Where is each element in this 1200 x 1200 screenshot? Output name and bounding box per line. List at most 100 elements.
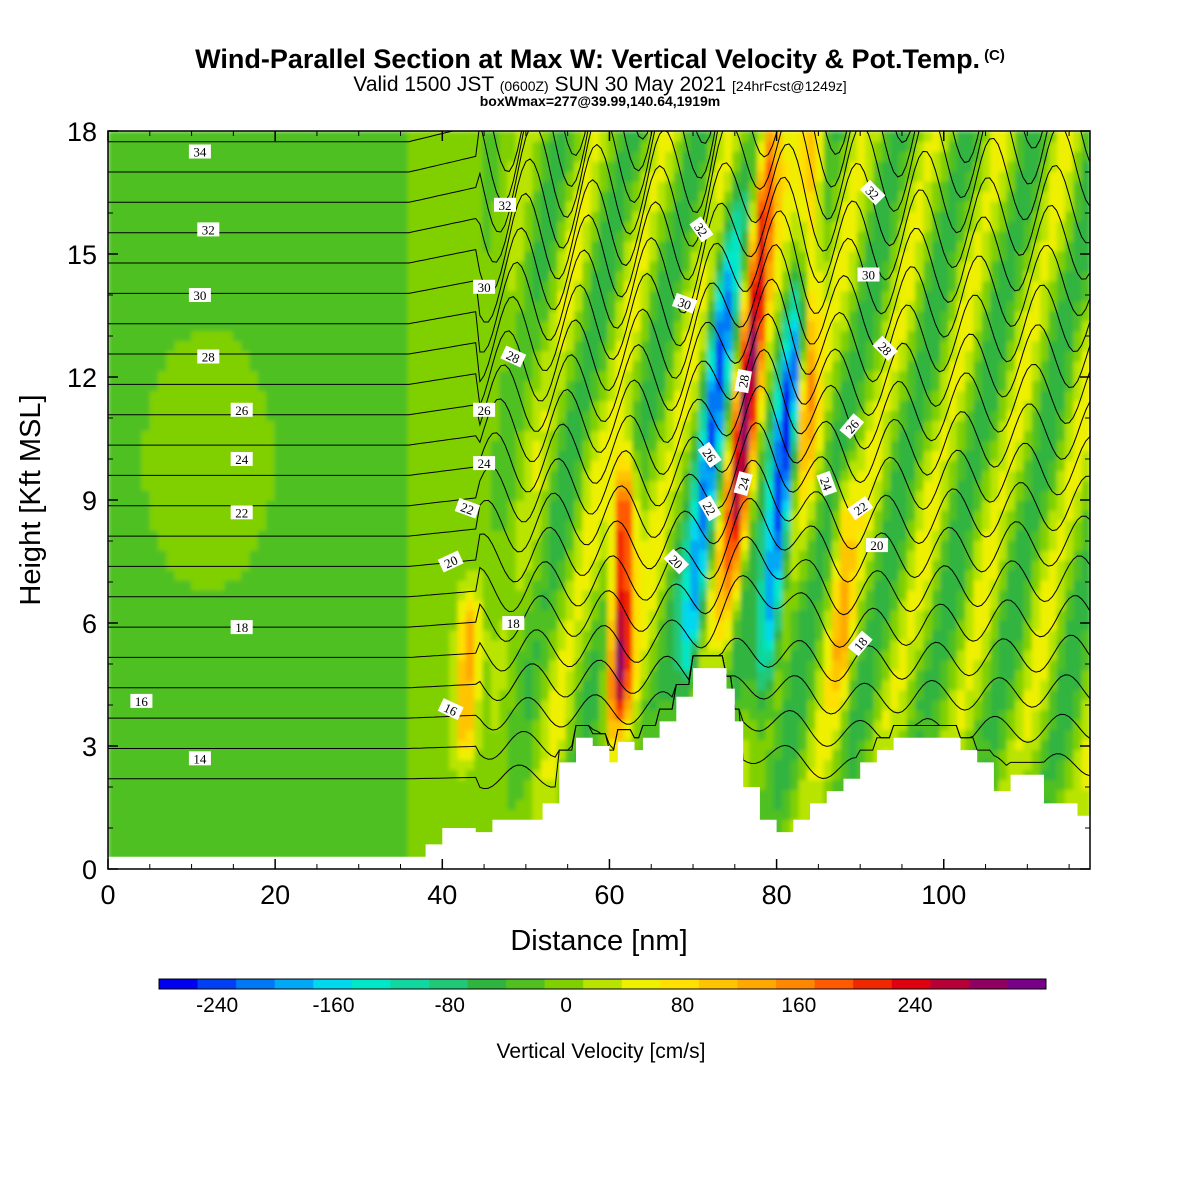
valid-time: Valid 1500 JST: [353, 73, 494, 96]
contour-label: 26: [473, 402, 496, 418]
box-wmax-line: boxWmax=277@39.99,140.64,1919m: [479, 93, 721, 109]
contour-label-text: 18: [235, 620, 248, 635]
valid-date: SUN 30 May 2021: [554, 73, 727, 96]
colorbar-swatch: [660, 979, 700, 989]
x-tick-label: 100: [921, 880, 966, 910]
theta-contour-line: [108, 313, 1090, 462]
colorbar-swatch: [853, 979, 893, 989]
chart-title: Wind-Parallel Section at Max W: Vertical…: [0, 44, 1200, 75]
theta-contour-line: [108, 131, 1090, 323]
contour-label: 22: [454, 497, 481, 519]
contour-label: 18: [502, 616, 525, 631]
theta-contour-line: [108, 459, 1090, 583]
contour-label: 28: [500, 345, 527, 368]
colorbar-swatch: [621, 979, 661, 989]
copyright-mark: (C): [984, 47, 1005, 64]
colorbar-swatch: [274, 979, 314, 989]
theta-contour-line: [108, 655, 1090, 790]
contour-label-text: 28: [735, 373, 752, 388]
colorbar-swatch: [390, 979, 430, 989]
contour-label-text: 24: [478, 456, 492, 471]
x-tick-label: 40: [427, 880, 457, 910]
chart-title-text: Wind-Parallel Section at Max W: Vertical…: [195, 44, 981, 74]
colorbar-swatch: [313, 979, 353, 989]
colorbar-tick-label: 0: [560, 994, 572, 1017]
theta-contour-line: [108, 422, 1090, 553]
plot-area: [108, 131, 1090, 869]
contour-label: 22: [230, 505, 253, 520]
contour-label-text: 22: [700, 499, 719, 518]
contour-label: 32: [197, 222, 220, 237]
contour-label-text: 28: [504, 347, 522, 366]
contour-label: 18: [230, 620, 253, 635]
y-tick-label: 0: [82, 855, 97, 885]
theta-contour-line: [108, 131, 712, 203]
contour-label: 30: [188, 288, 211, 303]
theta-contour-line: [108, 385, 1090, 523]
colorbar-swatch: [583, 979, 623, 989]
contour-label: 24: [733, 471, 753, 497]
potential-temperature-contours: [108, 131, 1090, 790]
contour-label-text: 20: [870, 538, 883, 553]
contour-label: 16: [437, 698, 464, 721]
contour-label-text: 16: [135, 694, 149, 709]
axes: 0 20 40 60 80 100 0 3 6 9 12 15 18: [67, 117, 1090, 910]
contour-label-text: 22: [459, 499, 476, 518]
contour-label: 26: [839, 413, 865, 440]
contour-label: 14: [188, 751, 211, 766]
theta-contour-line: [108, 634, 1090, 702]
theta-contour-line: [108, 131, 649, 173]
contour-label-text: 26: [478, 403, 492, 418]
contour-label: 18: [847, 630, 873, 657]
contour-label: 24: [816, 470, 838, 497]
y-tick-label: 18: [67, 117, 97, 147]
y-tick-label: 6: [82, 609, 97, 639]
theta-contour-line: [108, 574, 1090, 672]
contour-label-text: 22: [235, 505, 248, 520]
colorbar-swatch: [930, 979, 970, 989]
valid-time-utc: (0600Z): [499, 78, 549, 94]
contour-label-text: 28: [202, 350, 215, 365]
colorbar-tick-label: 160: [781, 994, 816, 1017]
contour-label: 20: [865, 538, 888, 553]
contour-label-text: 24: [235, 452, 249, 467]
colorbar-tick-label: -80: [435, 994, 465, 1017]
contour-label-text: 26: [235, 403, 249, 418]
contour-label-text: 24: [735, 475, 753, 492]
theta-contour-line: [108, 164, 1090, 353]
contour-label-text: 30: [193, 288, 206, 303]
theta-contour-line: [108, 204, 1090, 383]
contour-label: 26: [697, 441, 722, 468]
contour-label-text: 18: [507, 616, 520, 631]
colorbar-swatch: [814, 979, 854, 989]
y-tick-label: 12: [67, 363, 97, 393]
contour-label: 20: [437, 550, 464, 573]
colorbar-swatch: [236, 979, 276, 989]
contour-label: 28: [872, 335, 898, 362]
theta-contour-line: [108, 536, 1090, 642]
colorbar-swatch: [776, 979, 816, 989]
contour-label: 32: [859, 179, 886, 206]
theta-contour-line: [108, 131, 1044, 263]
contour-label: 30: [473, 279, 496, 295]
contour-label-text: 30: [478, 280, 491, 295]
colorbar-swatch: [197, 979, 237, 989]
theta-contour-line: [108, 348, 1090, 493]
colorbar-tick-label: -160: [312, 994, 354, 1017]
x-axis-label: Distance [nm]: [510, 925, 687, 957]
colorbar-swatch: [1007, 979, 1047, 989]
theta-contour-line: [108, 498, 1090, 613]
contour-label-text: 16: [441, 700, 460, 719]
contour-label: 28: [197, 349, 220, 365]
contour-label: 16: [130, 693, 153, 709]
contour-label: 22: [847, 496, 874, 521]
contour-label-text: 32: [202, 222, 215, 237]
y-tick-label: 15: [67, 240, 97, 270]
colorbar-swatch: [891, 979, 931, 989]
colorbar-swatch: [737, 979, 777, 989]
colorbar-swatch: [351, 979, 391, 989]
contour-labels: 34 32 30 28 26 24 22 18 16 14 32 30 28 26 24 22 20 18 16 32…: [130, 144, 898, 766]
contour-label-text: 34: [193, 145, 207, 160]
contour-label-text: 32: [499, 198, 512, 213]
